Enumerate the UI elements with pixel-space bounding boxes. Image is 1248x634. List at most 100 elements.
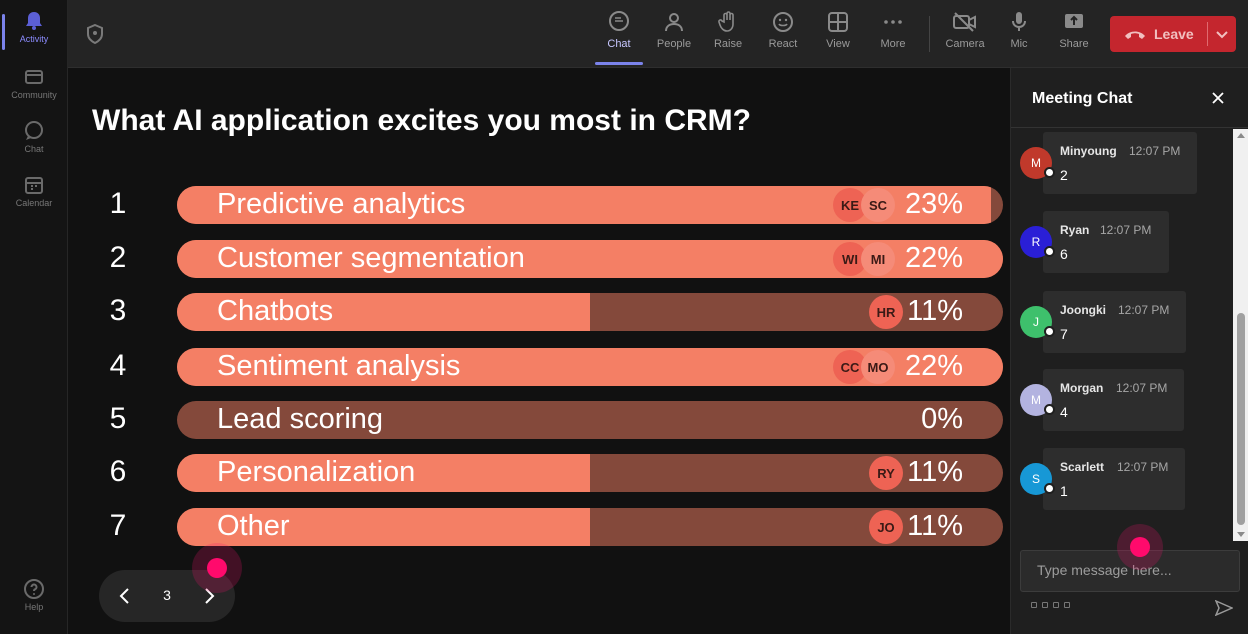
chat-message[interactable]: Ryan 12:07 PM 6 R (1019, 211, 1229, 273)
poll-option-row[interactable]: 5 Lead scoring 0% (68, 401, 1010, 439)
avatar-initial: M (1031, 156, 1041, 170)
voter-avatar: JO (869, 510, 903, 544)
poll-option-row[interactable]: 6 Personalization RY 11% (68, 454, 1010, 492)
emoji-icon[interactable] (1053, 602, 1059, 608)
message-text: 1 (1060, 483, 1068, 499)
avatar-initial: M (1031, 393, 1041, 407)
poll-option-row[interactable]: 1 Predictive analytics KE SC 23% (68, 186, 1010, 224)
option-bar-fill (177, 293, 590, 331)
message-bubble: Minyoung 12:07 PM 2 (1043, 132, 1197, 194)
message-text: 7 (1060, 326, 1068, 342)
status-dot (1044, 404, 1055, 415)
rail-item-label: Community (11, 90, 57, 100)
scroll-up-arrow-icon[interactable] (1237, 133, 1245, 138)
avatar[interactable]: M (1020, 147, 1055, 179)
chat-scrollbar[interactable] (1233, 129, 1248, 541)
rail-item-chat[interactable]: Chat (0, 120, 68, 154)
rail-item-activity[interactable]: Activity (0, 10, 68, 50)
toolbar-more-button[interactable]: More (869, 10, 917, 50)
option-percent: 0% (921, 403, 963, 435)
option-label: Chatbots (217, 295, 334, 327)
chat-message[interactable]: Scarlett 12:07 PM 1 S (1019, 448, 1229, 510)
toolbar-raise-button[interactable]: Raise (704, 10, 752, 50)
chat-title: Meeting Chat (1032, 90, 1133, 107)
option-percent: 11% (907, 510, 963, 542)
chevron-right-icon[interactable] (199, 586, 219, 606)
smiley-icon (773, 12, 793, 32)
rail-item-help[interactable]: Help (0, 578, 68, 612)
send-icon[interactable] (1215, 600, 1233, 616)
toolbar-people-button[interactable]: People (650, 10, 698, 50)
calendar-icon (25, 177, 43, 194)
chat-message[interactable]: Minyoung 12:07 PM 2 M (1019, 132, 1229, 194)
avatar[interactable]: M (1020, 384, 1055, 416)
toolbar-mic-button[interactable]: Mic (995, 10, 1043, 50)
pointer-highlight (192, 543, 242, 593)
poll-option-row[interactable]: 2 Customer segmentation WI MI 22% (68, 240, 1010, 278)
gif-icon[interactable] (1064, 602, 1070, 608)
message-text: 2 (1060, 167, 1068, 183)
poll-option-row[interactable]: 4 Sentiment analysis CC MO 22% (68, 348, 1010, 386)
compose-tools (1031, 602, 1070, 608)
raise-hand-icon (718, 11, 734, 32)
option-number: 4 (109, 349, 127, 382)
leave-divider (1207, 22, 1208, 46)
toolbar-share-button[interactable]: Share (1050, 10, 1098, 50)
option-percent: 11% (907, 456, 963, 488)
rail-item-calendar[interactable]: Calendar (0, 174, 68, 208)
option-number: 1 (109, 187, 127, 220)
shield-icon[interactable] (86, 24, 104, 44)
message-input[interactable]: Type message here... (1020, 550, 1240, 592)
close-icon[interactable] (1211, 91, 1225, 105)
community-icon (25, 70, 43, 84)
toolbar-more-label: More (880, 38, 906, 50)
poll-option-row[interactable]: 3 Chatbots HR 11% (68, 293, 1010, 331)
rail-item-label: Activity (19, 34, 49, 44)
bell-icon (26, 12, 42, 30)
option-label: Lead scoring (217, 403, 384, 435)
attach-icon[interactable] (1042, 602, 1048, 608)
chat-message[interactable]: Morgan 12:07 PM 4 M (1019, 369, 1229, 431)
leave-button[interactable]: Leave (1110, 16, 1236, 52)
toolbar-people-label: People (656, 38, 692, 50)
hang-up-icon (1125, 31, 1145, 39)
toolbar-view-button[interactable]: View (814, 10, 862, 50)
people-icon (665, 13, 683, 32)
chat-messages[interactable]: Minyoung 12:07 PM 2 M Ryan 12:07 PM 6 R Joongki 1… (1011, 129, 1233, 541)
chevron-left-icon[interactable] (115, 586, 135, 606)
avatar[interactable]: J (1020, 306, 1055, 338)
option-bar: Predictive analytics KE SC 23% (177, 186, 1003, 224)
toolbar-camera-button[interactable]: Camera (941, 10, 989, 50)
scrollbar-thumb[interactable] (1237, 313, 1245, 525)
scroll-down-arrow-icon[interactable] (1237, 532, 1245, 537)
voter-avatar: MO (861, 350, 895, 384)
rail-item-community[interactable]: Community (0, 66, 68, 100)
poll-option-row[interactable]: 7 Other JO 11% (68, 508, 1010, 546)
option-number: 5 (109, 402, 127, 435)
toolbar-chat-button[interactable]: Chat (595, 10, 643, 65)
option-number: 6 (109, 455, 127, 488)
option-bar: Sentiment analysis CC MO 22% (177, 348, 1003, 386)
rail-item-label: Chat (24, 144, 44, 154)
chat-message[interactable]: Joongki 12:07 PM 7 J (1019, 291, 1229, 353)
toolbar-react-label: React (768, 38, 798, 50)
rail-item-label: Help (24, 602, 44, 612)
avatar[interactable]: S (1020, 463, 1055, 495)
option-label: Personalization (217, 456, 416, 488)
poll-question: What AI application excites you most in … (92, 104, 751, 137)
avatar[interactable]: R (1020, 226, 1055, 258)
voter-avatar: MI (861, 242, 895, 276)
toolbar-camera-label: Camera (945, 38, 985, 50)
option-bar: Chatbots HR 11% (177, 293, 1003, 331)
grid-icon (828, 12, 848, 32)
message-bubble: Morgan 12:07 PM 4 (1043, 369, 1184, 431)
chat-header: Meeting Chat (1011, 68, 1248, 128)
toolbar-chat-label: Chat (607, 38, 631, 50)
toolbar-react-button[interactable]: React (759, 10, 807, 50)
format-icon[interactable] (1031, 602, 1037, 608)
message-text: 6 (1060, 246, 1068, 262)
meeting-toolbar: Chat People Raise React View More Camera (68, 0, 1248, 68)
avatar-initial: S (1031, 472, 1040, 486)
option-percent: 22% (904, 350, 963, 382)
chevron-down-icon[interactable] (1214, 26, 1230, 42)
